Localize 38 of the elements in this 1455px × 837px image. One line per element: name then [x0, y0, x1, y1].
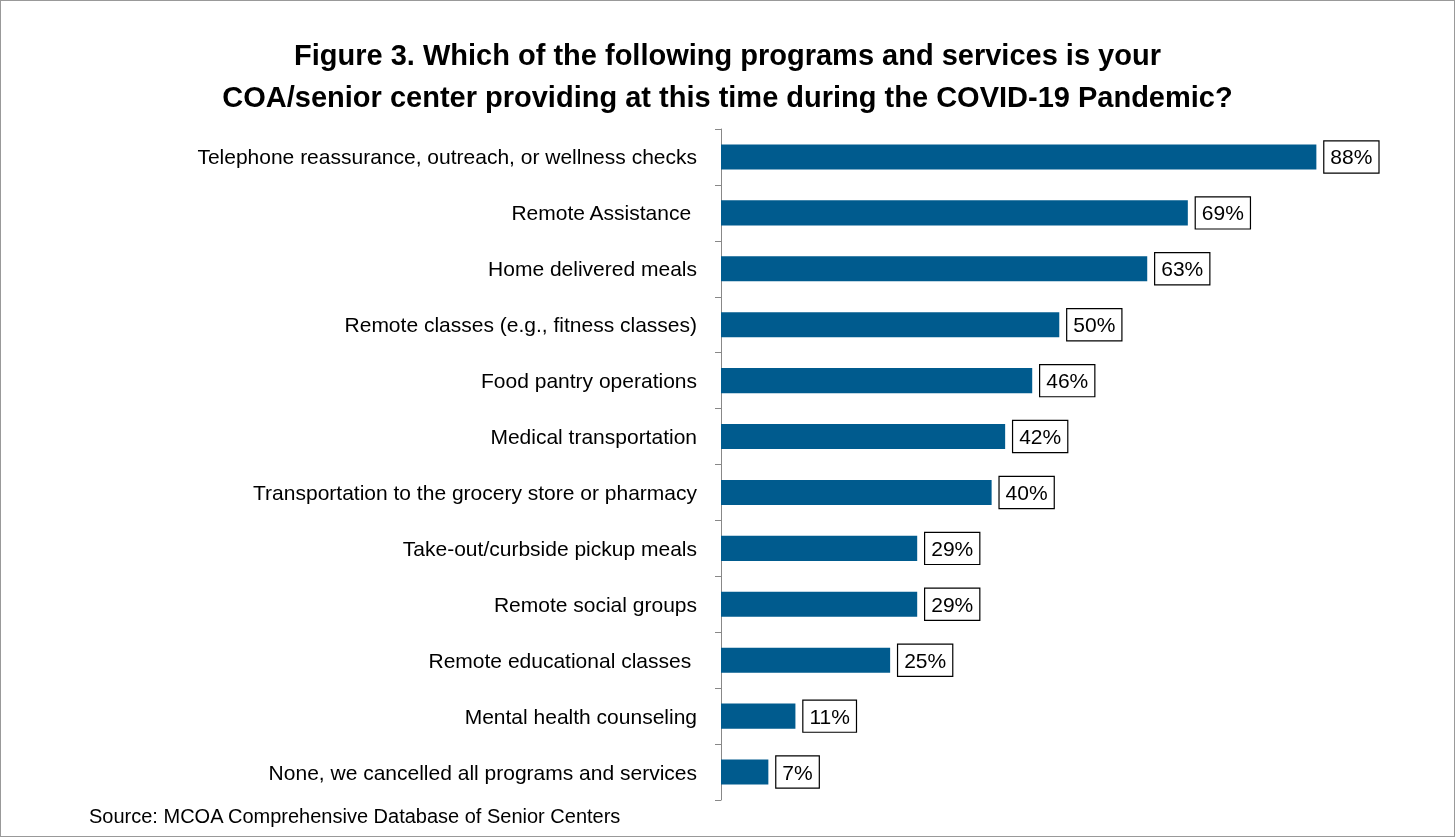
y-tick-label: Mental health counseling	[464, 704, 697, 728]
data-label: 42%	[1019, 425, 1062, 449]
source-note: Source: MCOA Comprehensive Database of Senior Centers	[89, 805, 621, 827]
data-label: 69%	[1201, 201, 1244, 225]
data-label: 50%	[1073, 313, 1116, 337]
y-tick-label: Remote educational classes	[428, 648, 697, 672]
data-label: 7%	[782, 760, 813, 784]
y-tick-label: Medical transportation	[490, 425, 697, 449]
bar	[721, 368, 1033, 394]
data-label: 46%	[1046, 369, 1089, 393]
y-tick-label: Take-out/curbside pickup meals	[402, 536, 697, 560]
bar	[721, 535, 918, 561]
y-tick-label: Home delivered meals	[488, 257, 697, 281]
data-label: 88%	[1330, 145, 1373, 169]
bar	[721, 144, 1317, 170]
data-label: 29%	[931, 592, 974, 616]
y-tick-label: Transportation to the grocery store or pharmacy	[253, 480, 698, 504]
bar	[721, 591, 918, 617]
bar	[721, 479, 992, 506]
data-label: 25%	[904, 648, 947, 672]
bar	[721, 423, 1006, 450]
data-label: 11%	[809, 704, 850, 728]
y-tick-label: Telephone reassurance, outreach, or wellness checks	[197, 145, 697, 169]
chart-title: Figure 3. Which of the following programs and services is your COA/senior center providing at this time during the COVID-19 Pandemic?	[222, 39, 1233, 113]
bar	[721, 759, 769, 785]
y-tick-label: Food pantry operations	[481, 369, 697, 393]
bar	[721, 200, 1188, 226]
bar	[721, 703, 796, 729]
data-label: 40%	[1005, 480, 1048, 504]
bar	[721, 256, 1148, 282]
y-tick-label: None, we cancelled all programs and services	[268, 760, 697, 784]
y-tick-label: Remote Assistance	[511, 201, 697, 225]
data-label: 63%	[1161, 257, 1204, 281]
bar	[721, 647, 891, 673]
y-tick-label: Remote classes (e.g., fitness classes)	[344, 313, 697, 337]
y-tick-label: Remote social groups	[493, 592, 697, 616]
data-label: 29%	[931, 536, 974, 560]
bar	[721, 312, 1060, 338]
